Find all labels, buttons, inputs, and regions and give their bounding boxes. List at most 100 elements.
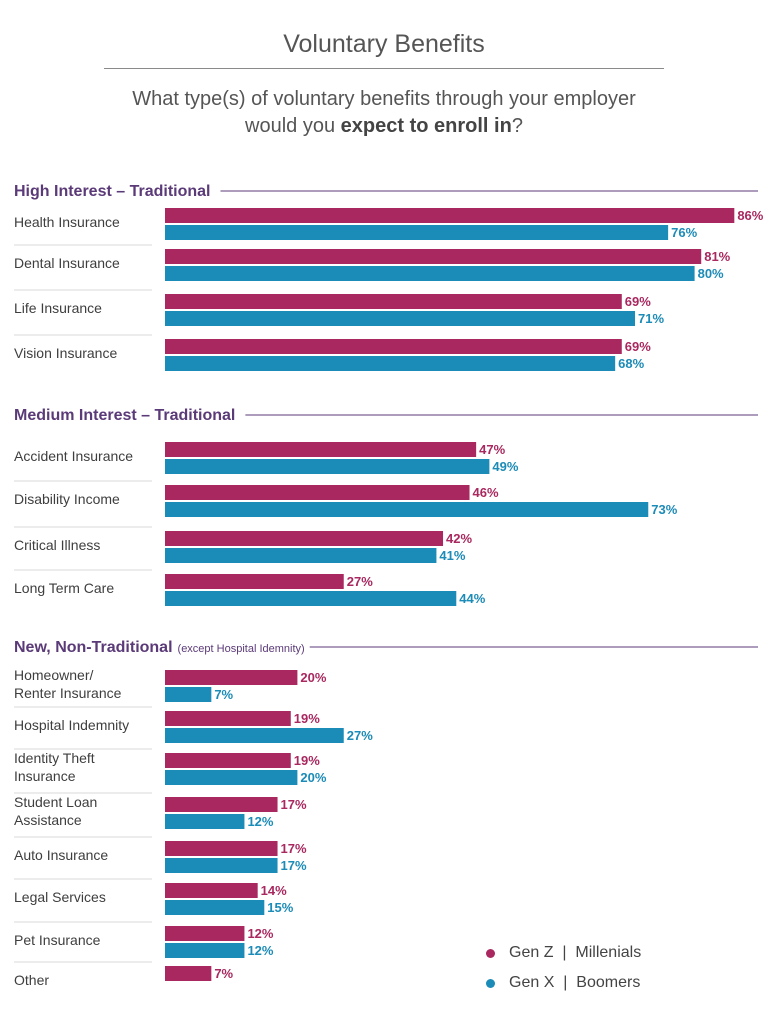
category-label-line: Life Insurance: [14, 300, 102, 316]
bar-series-1: [165, 531, 444, 546]
section-title: New, Non-Traditional (except Hospital Ide…: [14, 639, 305, 656]
category-label: Pet Insurance: [14, 932, 101, 948]
bar-series-1: [165, 485, 470, 500]
bar-series-1: [165, 249, 702, 264]
legend-label-series-2: Gen X | Boomers: [509, 974, 641, 991]
category-label: Other: [14, 972, 49, 988]
legend-item-series-1: Gen Z | Millenials: [486, 938, 641, 968]
bar-series-1: [165, 926, 245, 941]
bar-series-2: [165, 548, 437, 563]
value-label-series-1: 69%: [625, 339, 651, 354]
category-label-line: Other: [14, 972, 49, 988]
section-title-text: High Interest – Traditional: [14, 183, 210, 200]
bar-series-1: [165, 797, 278, 812]
category-label-line: Student Loan: [14, 794, 97, 810]
bar-series-2: [165, 687, 212, 702]
value-label-series-2: 71%: [638, 311, 664, 326]
category-label: Student Loan Assistance: [14, 794, 97, 828]
bar-series-1: [165, 966, 212, 981]
value-label-series-2: 80%: [698, 266, 724, 281]
bar-series-1: [165, 294, 622, 309]
value-label-series-1: 14%: [261, 883, 287, 898]
category-label: Life Insurance: [14, 300, 102, 316]
category-label: Legal Services: [14, 889, 106, 905]
bar-series-2: [165, 900, 265, 915]
category-label-line: Auto Insurance: [14, 847, 108, 863]
section-title-text: Medium Interest – Traditional: [14, 407, 235, 424]
value-label-series-1: 47%: [479, 442, 505, 457]
section-title-text: New, Non-Traditional: [14, 639, 173, 656]
value-label-series-1: 20%: [300, 670, 326, 685]
category-label-line: Accident Insurance: [14, 448, 133, 464]
bar-series-1: [165, 339, 622, 354]
bar-series-1: [165, 442, 477, 457]
category-label: Hospital Indemnity: [14, 717, 129, 733]
category-label: Critical Illness: [14, 537, 100, 553]
question-line-2: would you expect to enroll in?: [0, 113, 768, 140]
legend-label-series-1: Gen Z | Millenials: [509, 944, 642, 961]
value-label-series-1: 86%: [737, 208, 763, 223]
chart-title: Voluntary Benefits: [283, 30, 485, 58]
category-label-line: Renter Insurance: [14, 685, 122, 701]
category-label-line: Insurance: [14, 768, 76, 784]
value-label-series-2: 20%: [300, 770, 326, 785]
category-label-line: Homeowner/: [14, 667, 93, 683]
value-label-series-2: 76%: [671, 225, 697, 240]
category-label-line: Identity Theft: [14, 750, 95, 766]
value-label-series-2: 68%: [618, 356, 644, 371]
value-label-series-1: 46%: [473, 485, 499, 500]
category-label-line: Critical Illness: [14, 537, 100, 553]
value-label-series-1: 17%: [281, 797, 307, 812]
value-label-series-1: 42%: [446, 531, 472, 546]
value-label-series-1: 12%: [247, 926, 273, 941]
value-label-series-2: 12%: [247, 943, 273, 958]
question-line-2-start: would you: [245, 115, 341, 137]
category-label: Homeowner/Renter Insurance: [14, 667, 122, 701]
bar-series-2: [165, 814, 245, 829]
bar-series-2: [165, 728, 344, 743]
value-label-series-2: 15%: [267, 900, 293, 915]
value-label-series-1: 19%: [294, 711, 320, 726]
category-label: Vision Insurance: [14, 345, 117, 361]
bar-series-2: [165, 266, 695, 281]
category-label: Identity Theft Insurance: [14, 750, 95, 784]
bar-series-2: [165, 225, 669, 240]
bar-series-2: [165, 591, 457, 606]
value-label-series-1: 69%: [625, 294, 651, 309]
bar-series-1: [165, 883, 258, 898]
value-label-series-1: 19%: [294, 753, 320, 768]
title-divider: [104, 68, 664, 69]
survey-question: What type(s) of voluntary benefits throu…: [0, 86, 768, 140]
category-label-line: Hospital Indemnity: [14, 717, 129, 733]
value-label-series-2: 73%: [651, 502, 677, 517]
bar-series-2: [165, 356, 616, 371]
category-label: Accident Insurance: [14, 448, 133, 464]
question-line-1: What type(s) of voluntary benefits throu…: [132, 88, 636, 110]
question-line-2-end: ?: [511, 115, 523, 137]
value-label-series-1: 27%: [347, 574, 373, 589]
section-title: High Interest – Traditional: [14, 183, 210, 200]
section-note: (except Hospital Idemnity): [178, 643, 305, 655]
category-label-line: Assistance: [14, 812, 82, 828]
category-label-line: Disability Income: [14, 491, 120, 507]
bar-series-1: [165, 711, 291, 726]
bar-series-2: [165, 502, 649, 517]
category-label-line: Pet Insurance: [14, 932, 101, 948]
category-label: Auto Insurance: [14, 847, 108, 863]
bar-series-1: [165, 670, 298, 685]
bar-series-1: [165, 753, 291, 768]
bar-series-1: [165, 208, 735, 223]
question-emphasis: expect to enroll in: [340, 115, 512, 137]
value-label-series-2: 44%: [459, 591, 485, 606]
category-label: Disability Income: [14, 491, 120, 507]
value-label-series-2: 12%: [247, 814, 273, 829]
bar-series-2: [165, 943, 245, 958]
value-label-series-1: 17%: [281, 841, 307, 856]
category-label-line: Dental Insurance: [14, 255, 120, 271]
bar-series-1: [165, 841, 278, 856]
bar-series-2: [165, 858, 278, 873]
bar-series-2: [165, 459, 490, 474]
legend-item-series-2: Gen X | Boomers: [486, 968, 641, 998]
category-label-line: Long Term Care: [14, 580, 114, 596]
